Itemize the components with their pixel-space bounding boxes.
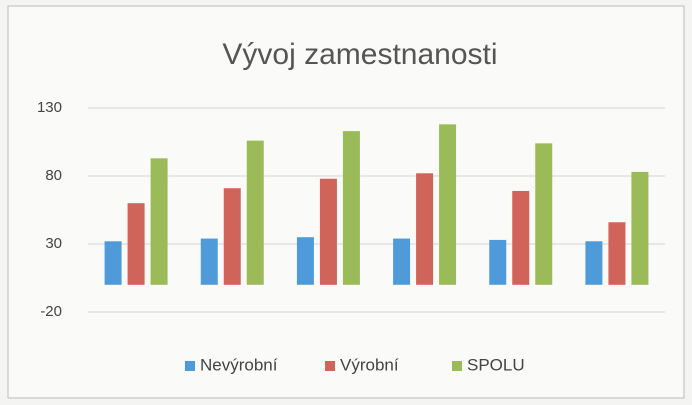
bar [104,241,122,285]
legend-label: Nevýrobní [200,355,278,374]
bar [585,241,603,285]
bar [631,171,649,285]
legend-swatch [325,361,335,371]
bar [200,238,218,285]
bar [512,190,530,285]
bar [150,158,168,285]
bar [439,124,457,285]
chart-title: Vývoj zamestnanosti [222,38,497,71]
bar [416,173,434,285]
bar [246,140,264,285]
bar [393,238,411,285]
y-tick-label: 30 [45,235,62,252]
bar [223,188,241,285]
bar [319,178,337,285]
bar [608,222,626,285]
bar [127,203,145,285]
bar [296,237,314,285]
bar [489,239,507,285]
bar [535,143,553,285]
bar [342,131,360,285]
legend-label: SPOLU [467,355,525,374]
y-tick-label: 80 [45,167,62,184]
y-tick-label: -20 [40,303,62,320]
legend-swatch [452,361,462,371]
legend-swatch [185,361,195,371]
legend-label: Výrobní [340,355,399,374]
y-tick-label: 130 [37,99,62,116]
